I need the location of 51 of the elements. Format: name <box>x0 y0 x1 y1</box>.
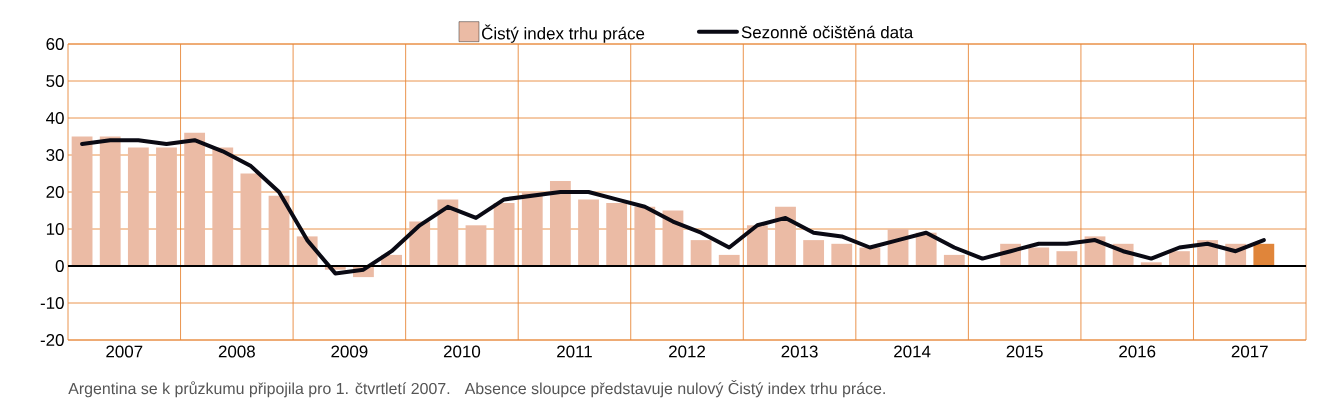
y-tick-label: 0 <box>55 260 64 272</box>
x-tick-label: 2010 <box>443 345 481 358</box>
text: Argentina se k průzkumu připojila pro 1. čtvrtletí 2007. <box>68 381 450 398</box>
bar <box>212 147 234 266</box>
x-tick-label: 2012 <box>669 345 705 358</box>
bar <box>746 225 768 266</box>
bar <box>71 136 93 266</box>
x-tick-label: 2013 <box>781 345 818 358</box>
x-tick-label: 2007 <box>106 345 143 358</box>
y-tick-label: 60 <box>46 38 64 50</box>
bar <box>943 254 965 266</box>
legend-label: Sezonně očištěná data <box>741 25 914 39</box>
text: Absence sloupce představuje nulový Čistý index trhu práce. <box>464 380 885 398</box>
bar <box>634 206 656 266</box>
bar <box>99 136 121 266</box>
y-tick-label: 10 <box>46 223 64 235</box>
y-tick-label: 40 <box>46 112 64 124</box>
x-tick-label: 2015 <box>1006 345 1043 358</box>
bar <box>831 243 853 266</box>
bar <box>578 199 599 266</box>
bar <box>127 147 149 266</box>
bar <box>1168 251 1190 266</box>
x-tick-label: 2014 <box>894 345 931 358</box>
bar <box>775 206 796 266</box>
y-tick-label: -20 <box>40 334 64 346</box>
bar <box>437 199 459 266</box>
bar <box>549 180 571 266</box>
bar <box>240 173 262 266</box>
x-tick-label: 2009 <box>331 345 368 358</box>
bar <box>803 240 825 266</box>
bar <box>718 254 740 266</box>
bar <box>268 195 290 266</box>
bar <box>465 225 487 266</box>
x-tick-label: 2016 <box>1119 345 1156 358</box>
y-tick-label: 50 <box>46 75 64 87</box>
y-tick-label: -10 <box>40 297 64 309</box>
y-tick-label: 30 <box>46 149 64 161</box>
bar <box>606 203 628 266</box>
y-tick-label: 20 <box>46 186 64 198</box>
bar <box>690 240 712 266</box>
bar <box>184 132 206 266</box>
x-tick-label: 2008 <box>218 345 255 358</box>
x-tick-label: 2017 <box>1231 345 1268 358</box>
bar <box>156 147 177 266</box>
legend-label: Čistý index trhu práce <box>482 24 645 43</box>
bar <box>521 192 543 266</box>
bar <box>1028 247 1050 266</box>
bar <box>1056 251 1078 266</box>
bar <box>1253 243 1275 266</box>
bar <box>493 203 515 266</box>
x-tick-label: 2011 <box>557 345 592 358</box>
